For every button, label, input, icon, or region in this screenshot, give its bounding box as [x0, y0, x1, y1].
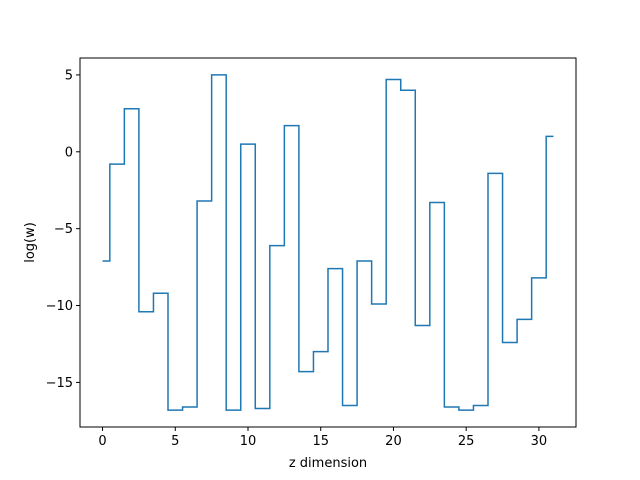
- x-tick-label: 20: [385, 434, 402, 449]
- y-tick-label: −15: [46, 376, 73, 391]
- x-tick-label: 30: [531, 434, 548, 449]
- plot-frame: [79, 57, 577, 428]
- y-tick-label: −10: [46, 299, 73, 314]
- tick-layer: 0 5 10 15 20 25 30 −15 −10 −5 0 5: [46, 68, 548, 449]
- y-tick-label: 0: [65, 145, 73, 160]
- y-tick-label: 5: [65, 68, 73, 83]
- x-tick-label: 0: [98, 434, 106, 449]
- x-tick-label: 25: [458, 434, 475, 449]
- x-tick-label: 15: [312, 434, 329, 449]
- x-tick-label: 10: [240, 434, 257, 449]
- y-tick-label: −5: [54, 222, 73, 237]
- x-tick-label: 5: [171, 434, 179, 449]
- data-layer: [102, 74, 554, 411]
- x-axis-title: z dimension: [289, 456, 367, 471]
- y-axis-title: log(w): [23, 222, 38, 263]
- series-step-line: [102, 74, 554, 411]
- plot-area: [80, 58, 576, 427]
